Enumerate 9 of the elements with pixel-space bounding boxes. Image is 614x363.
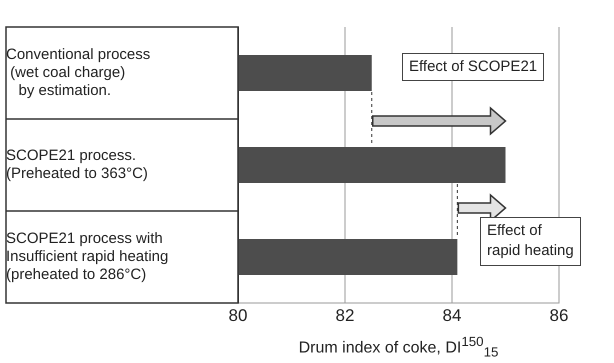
- x-tick-label: 82: [336, 306, 354, 325]
- y-tick-label: SCOPE21 process with Insufficient rapid heating (preheated to 286°C): [6, 230, 168, 284]
- x-tick-label: 80: [228, 306, 248, 325]
- annotation: Effect of SCOPE21: [402, 53, 544, 82]
- annotation: Effect of rapid heating: [480, 217, 581, 266]
- x-tick-label: 86: [550, 306, 568, 325]
- x-tick-label: 84: [442, 306, 462, 325]
- y-tick-label: SCOPE21 process. (Preheated to 363°C): [6, 147, 148, 182]
- y-tick-label: Conventional process (wet coal charge) by estimation.: [6, 46, 150, 100]
